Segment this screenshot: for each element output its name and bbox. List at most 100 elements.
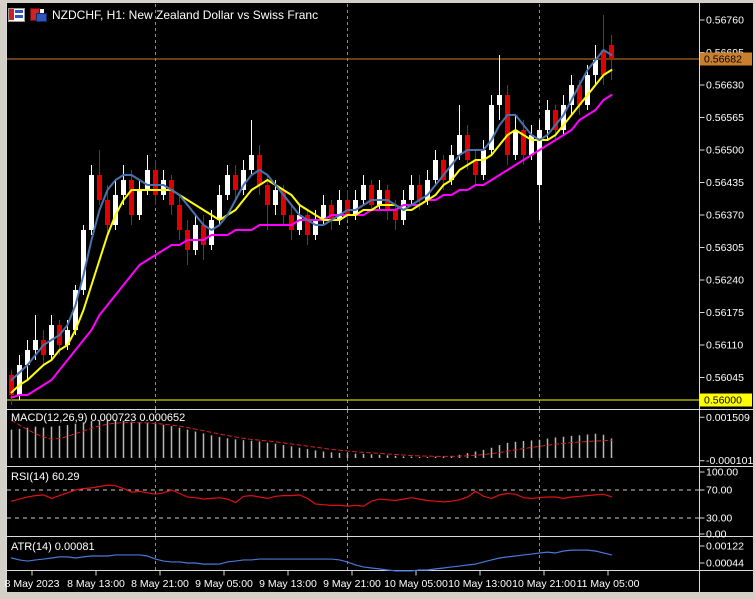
current-price-marker [700,52,752,66]
marketwatch-icon-blue-row [15,10,23,13]
price-tick-label: 0.56370 [706,210,744,222]
candle-bull [569,85,574,105]
price-tick-label: 0.56110 [706,340,743,352]
candle-bull [225,175,230,195]
candle-bear [473,160,478,175]
window-frame [0,0,755,3]
candle-bull [241,170,246,190]
candle-bear [129,180,134,215]
candle-bull [113,195,118,225]
price-tick-label: 0.56630 [706,80,744,92]
ma-fast-blue-line [10,49,613,381]
time-tick-label: 10 May 13:00 [448,578,512,590]
candle-bull [121,180,126,195]
time-tick-label: 8 May 13:00 [67,578,125,590]
candle-bull [17,365,22,395]
candle-bull [361,185,366,200]
candle-bull [297,215,302,230]
candle-bull [433,160,438,180]
price-tick-label: 0.56500 [706,145,744,157]
time-tick-label: 11 May 05:00 [577,578,640,590]
macd-indicator-label: MACD(12,26,9) 0.000723 0.000652 [11,412,186,424]
candle-bear [601,50,606,75]
time-tick-label: 8 May 2023 [5,578,60,590]
candle-bull [489,105,494,150]
candle-bear [369,185,374,205]
window-frame [0,592,755,599]
candle-bull [137,190,142,215]
candle-bear [329,205,334,220]
candle-bull [249,155,254,170]
time-tick-label: 9 May 13:00 [259,578,317,590]
candle-bull [73,290,78,330]
candle-bull [33,340,38,350]
time-tick-label: 9 May 05:00 [195,578,253,590]
candle-bear [153,170,158,195]
rsi-axis-label: 0.00 [706,529,727,541]
price-tick-label: 0.56305 [706,242,744,254]
candle-bull [481,150,486,175]
candle-bull [585,75,590,105]
window-frame [753,0,755,599]
time-tick-label: 10 May 05:00 [384,578,448,590]
atr-line [10,549,613,572]
macd-panel [10,419,613,458]
atr-axis-label: 0.00122 [706,541,744,553]
charts-icon-blue-square [36,13,47,22]
candle-bear [345,200,350,215]
candle-bull [217,195,222,220]
macd-axis-label: 0.001509 [706,412,750,424]
candle-bull [497,95,502,105]
level-price-marker [700,393,752,407]
rsi-axis-label: 70.00 [706,485,732,497]
macd-axis-label: -0.000101 [706,455,753,467]
candle-bull [545,110,550,130]
price-axis[interactable]: 0.567600.566950.566300.565650.565000.564… [699,15,754,570]
candle-bear [289,215,294,230]
marketwatch-icon-red-column [9,9,14,20]
candle-bull [25,350,30,365]
ma-medium-yellow-line [10,69,613,394]
candle-bull [353,200,358,215]
candle-bull [593,60,598,75]
candle-bear [41,340,46,355]
candle-bear [553,110,558,130]
rsi-axis-label: 100.00 [706,467,738,479]
candle-bear [441,160,446,180]
candle-bear [169,180,174,205]
window-frame [0,0,6,599]
candle-bull [425,180,430,200]
candle-bull [321,205,326,220]
candle-bull [209,220,214,245]
candle-bull [337,200,342,220]
marketwatch-icon[interactable] [8,8,25,22]
time-axis[interactable]: 8 May 2023 8 May 13:00 8 May 21:00 9 May 05… [5,571,640,590]
price-tick-label: 0.56435 [706,177,744,189]
candle-bull [377,190,382,205]
charts-icon[interactable] [29,8,47,22]
candle-bear [201,225,206,245]
atr-axis-label: 0.00044 [706,558,744,570]
rsi-indicator-label: RSI(14) 60.29 [11,471,80,483]
candle-bear [177,205,182,230]
charts-icon-white-square [39,9,44,14]
time-tick-label: 8 May 21:00 [131,578,189,590]
time-tick-label: 9 May 21:00 [323,578,381,590]
candle-bear [505,95,510,155]
candle-bull [537,130,542,185]
candle-bear [609,45,614,59]
candle-bull [529,135,534,155]
candle-bull [313,220,318,235]
level-price-marker-label: 0.56000 [704,395,742,407]
atr-indicator-label: ATR(14) 0.00081 [11,541,95,553]
candle-bull [273,190,278,205]
macd-signal-line [11,419,612,457]
candle-bear [577,85,582,105]
candle-bull [65,330,70,345]
price-tick-label: 0.56760 [706,15,744,27]
time-tick-label: 10 May 21:00 [512,578,576,590]
candle-bull [513,130,518,155]
